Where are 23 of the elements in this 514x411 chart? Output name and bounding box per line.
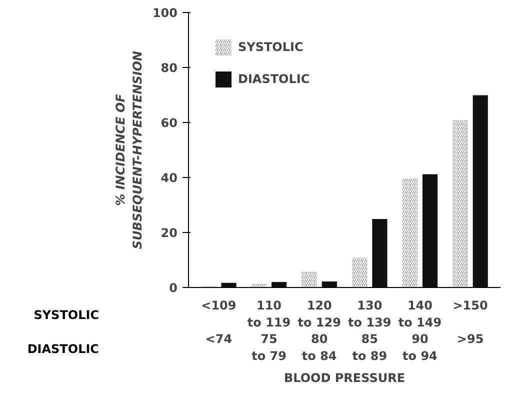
y-tick-label: 0 xyxy=(169,281,178,295)
bar xyxy=(422,174,438,288)
legend-label: SYSTOLIC xyxy=(238,40,304,54)
bar xyxy=(372,219,388,288)
text: DIASTOLIC xyxy=(27,342,99,356)
category-label: <109 <74 xyxy=(201,298,236,346)
x-tick-label: 130 to 139 85 to 89 xyxy=(348,298,392,363)
y-axis-title: % INCIDENCE OF SUBSEQUENT-HYPERTENSION xyxy=(114,50,144,250)
category-label: >150 >95 xyxy=(452,298,488,346)
y-tick-label: 60 xyxy=(160,116,178,130)
x-tick-label: 110 to 119 75 to 79 xyxy=(247,298,291,363)
y-tick-label: 40 xyxy=(160,171,178,185)
bar xyxy=(472,95,488,288)
y-tick-label: 80 xyxy=(160,61,178,75)
bar xyxy=(272,282,287,288)
x-axis-title: BLOOD PRESSURE xyxy=(284,370,406,385)
legend-label: DIASTOLIC xyxy=(238,72,310,86)
text: SYSTOLIC xyxy=(34,308,99,322)
x-tick-label: 120 to 129 80 to 84 xyxy=(298,298,341,363)
y-tick-label: 20 xyxy=(160,226,178,240)
bar xyxy=(322,281,337,288)
y-tick-label: 100 xyxy=(152,6,178,20)
x-tick-label: 140 to 149 90 to 94 xyxy=(398,298,442,363)
